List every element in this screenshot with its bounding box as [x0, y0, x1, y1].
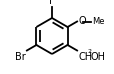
Text: CH: CH: [77, 52, 91, 61]
Text: Me: Me: [91, 17, 104, 26]
Text: O: O: [77, 17, 85, 26]
Text: OH: OH: [89, 52, 104, 61]
Text: Br: Br: [15, 52, 26, 61]
Text: F: F: [49, 0, 54, 6]
Text: 2: 2: [87, 49, 91, 54]
